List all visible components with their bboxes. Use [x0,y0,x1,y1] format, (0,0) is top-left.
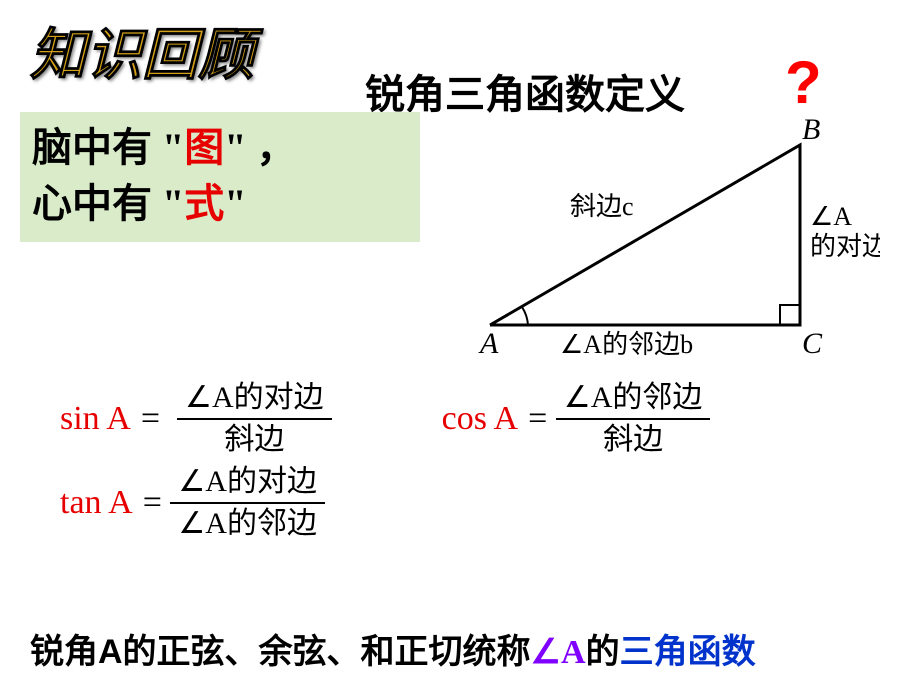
triangle-shape [490,145,800,325]
cos-formula: cos A = ∠A的邻边 斜边 [442,380,711,458]
triangle-diagram: A B C 斜边c ∠A的邻边b ∠A 的对边a [450,115,880,360]
opposite-label-angle: ∠A [810,202,852,231]
summary-part1: 锐角A的正弦、余弦、和正切统称 [30,633,531,671]
sin-fraction: ∠A的对边 斜边 [177,380,332,458]
mnemonic-2-post: " [224,181,246,226]
tan-formula: tan A = ∠A的对边 ∠A的邻边 [60,464,900,542]
formula-row-1: sin A = ∠A的对边 斜边 cos A = ∠A的邻边 斜边 [60,380,900,464]
sin-name: sin A [60,400,131,438]
mnemonic-line-1: 脑中有 "图" ， [32,120,408,176]
adjacent-label: ∠A的邻边b [560,330,693,359]
mnemonic-line-2: 心中有 "式" [32,176,408,232]
summary-angle: ∠A [531,634,586,671]
tan-fraction: ∠A的对边 ∠A的邻边 [170,464,325,542]
angle-arc [522,307,528,325]
right-angle-marker [780,305,800,325]
vertex-a-label: A [478,327,499,360]
sin-denominator: 斜边 [216,420,292,458]
summary-part2: 的 [586,633,620,671]
summary-highlight: 三角函数 [620,633,756,671]
question-mark-icon: ? [785,48,822,117]
cos-eq: = [528,400,547,438]
mnemonic-1-pre: 脑中有 " [32,125,184,170]
vertex-b-label: B [802,115,820,146]
cos-numerator: ∠A的邻边 [556,380,711,420]
tan-eq: = [143,484,162,522]
vertex-c-label: C [802,327,823,360]
tan-numerator: ∠A的对边 [170,464,325,504]
mnemonic-2-pre: 心中有 " [32,181,184,226]
cos-fraction: ∠A的邻边 斜边 [556,380,711,458]
page-title-main: 知识回顾 [30,10,254,91]
mnemonic-1-key: 图 [184,125,224,170]
mnemonic-box: 脑中有 "图" ， 心中有 "式" [20,112,420,242]
formula-block: sin A = ∠A的对边 斜边 cos A = ∠A的邻边 斜边 tan A … [60,380,900,548]
mnemonic-2-key: 式 [184,181,224,226]
cos-name: cos A [442,400,519,438]
opposite-label-text: 的对边a [810,232,880,261]
hypotenuse-label: 斜边c [570,192,634,221]
tan-name: tan A [60,484,133,522]
cos-denominator: 斜边 [595,420,671,458]
sin-formula: sin A = ∠A的对边 斜边 [60,380,332,458]
sin-eq: = [141,400,160,438]
mnemonic-1-post: " ， [224,125,296,170]
tan-denominator: ∠A的邻边 [170,504,325,542]
summary-line: 锐角A的正弦、余弦、和正切统称∠A的三角函数 [30,624,900,673]
sin-numerator: ∠A的对边 [177,380,332,420]
